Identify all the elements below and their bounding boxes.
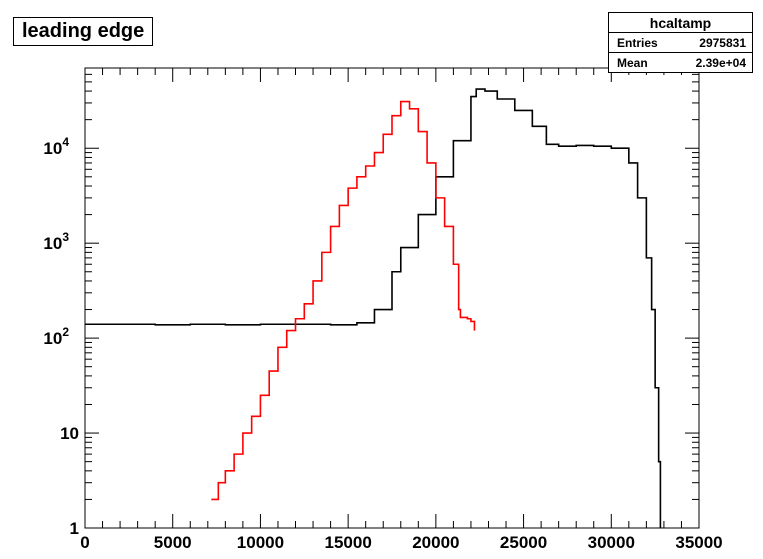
x-tick-label: 30000 — [588, 533, 635, 552]
x-tick-label: 35000 — [675, 533, 722, 552]
y-tick-label: 102 — [43, 325, 69, 348]
x-tick-label: 0 — [80, 533, 89, 552]
chart-title: leading edge — [13, 17, 154, 46]
series-black-histogram — [85, 88, 662, 528]
plot-frame — [84, 67, 700, 529]
x-tick-label: 20000 — [412, 533, 459, 552]
stats-histogram-name: hcaltamp — [609, 13, 752, 33]
stats-entries-label: Entries — [617, 36, 658, 50]
x-tick-label: 15000 — [325, 533, 372, 552]
stats-box: hcaltamp Entries 2975831 Mean 2.39e+04 — [608, 12, 753, 73]
x-tick-label: 5000 — [154, 533, 192, 552]
x-tick-label: 25000 — [500, 533, 547, 552]
y-tick-label: 1 — [70, 519, 79, 538]
stats-row-mean: Mean 2.39e+04 — [609, 52, 752, 72]
stats-row-entries: Entries 2975831 — [609, 33, 752, 52]
stats-mean-value: 2.39e+04 — [695, 56, 746, 70]
stats-mean-label: Mean — [617, 56, 648, 70]
y-tick-label: 104 — [43, 135, 69, 158]
series-red-histogram — [211, 100, 476, 501]
y-tick-label: 10 — [60, 424, 79, 443]
y-tick-label: 103 — [43, 230, 69, 253]
x-tick-label: 10000 — [237, 533, 284, 552]
stats-entries-value: 2975831 — [699, 36, 746, 50]
